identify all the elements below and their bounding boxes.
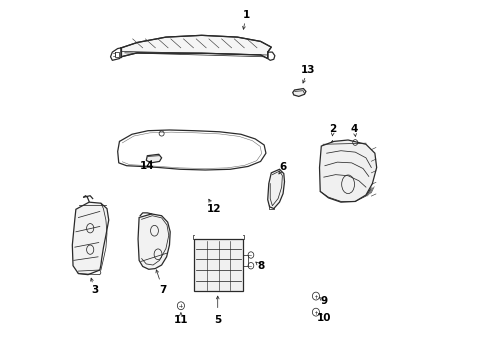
Polygon shape [292,89,305,96]
Polygon shape [319,140,376,202]
Text: 1: 1 [242,10,249,19]
Text: 14: 14 [140,161,154,171]
Polygon shape [72,202,108,275]
Polygon shape [146,154,162,163]
Polygon shape [138,214,170,269]
Polygon shape [267,169,284,208]
Polygon shape [194,239,242,292]
Text: 10: 10 [316,312,330,323]
Polygon shape [121,35,271,59]
Text: 8: 8 [256,261,264,271]
Text: 12: 12 [206,203,221,213]
Text: 7: 7 [159,285,166,295]
Text: 4: 4 [350,124,358,134]
Text: 5: 5 [214,315,221,325]
Text: 9: 9 [320,296,326,306]
Text: 2: 2 [329,124,336,134]
Text: 11: 11 [173,315,188,325]
Text: 3: 3 [91,285,98,295]
Text: 13: 13 [300,65,315,75]
Text: 6: 6 [279,162,286,172]
